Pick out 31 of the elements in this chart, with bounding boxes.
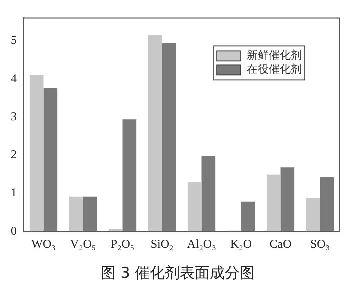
x-tick-label: CaO	[270, 236, 292, 251]
x-tick-label: K₂O	[230, 236, 252, 251]
bar	[320, 177, 334, 232]
y-tick-label: 1	[11, 186, 17, 200]
legend-label: 新鲜催化剂	[247, 49, 302, 62]
bar	[162, 43, 176, 232]
x-tick-label: Al₂O₃	[187, 236, 216, 251]
y-tick-label: 0	[11, 224, 17, 238]
x-tick-label: SO₃	[310, 236, 330, 251]
bar	[30, 74, 44, 232]
x-tick-label: WO₃	[32, 236, 56, 251]
y-tick-label: 5	[11, 33, 17, 48]
y-tick-label: 2	[11, 148, 17, 162]
x-tick-label: V₂O₅	[70, 236, 96, 251]
bar	[148, 34, 162, 232]
bar	[241, 202, 256, 232]
bar	[188, 182, 202, 232]
legend-label: 在役催化剂	[247, 63, 302, 76]
bar	[44, 88, 58, 232]
bar	[280, 168, 295, 232]
bar	[122, 120, 137, 232]
bar	[306, 198, 320, 232]
x-tick-label: SiO₂	[150, 236, 174, 251]
y-tick-label: 3	[11, 109, 17, 124]
bar	[83, 196, 98, 232]
bar	[266, 174, 281, 232]
y-tick-label: 4	[11, 71, 17, 86]
x-tick-label: P₂O₅	[110, 236, 135, 251]
bar	[202, 156, 216, 232]
text: 图 3 催化剂表面成分图	[100, 264, 256, 283]
bar	[69, 196, 84, 232]
